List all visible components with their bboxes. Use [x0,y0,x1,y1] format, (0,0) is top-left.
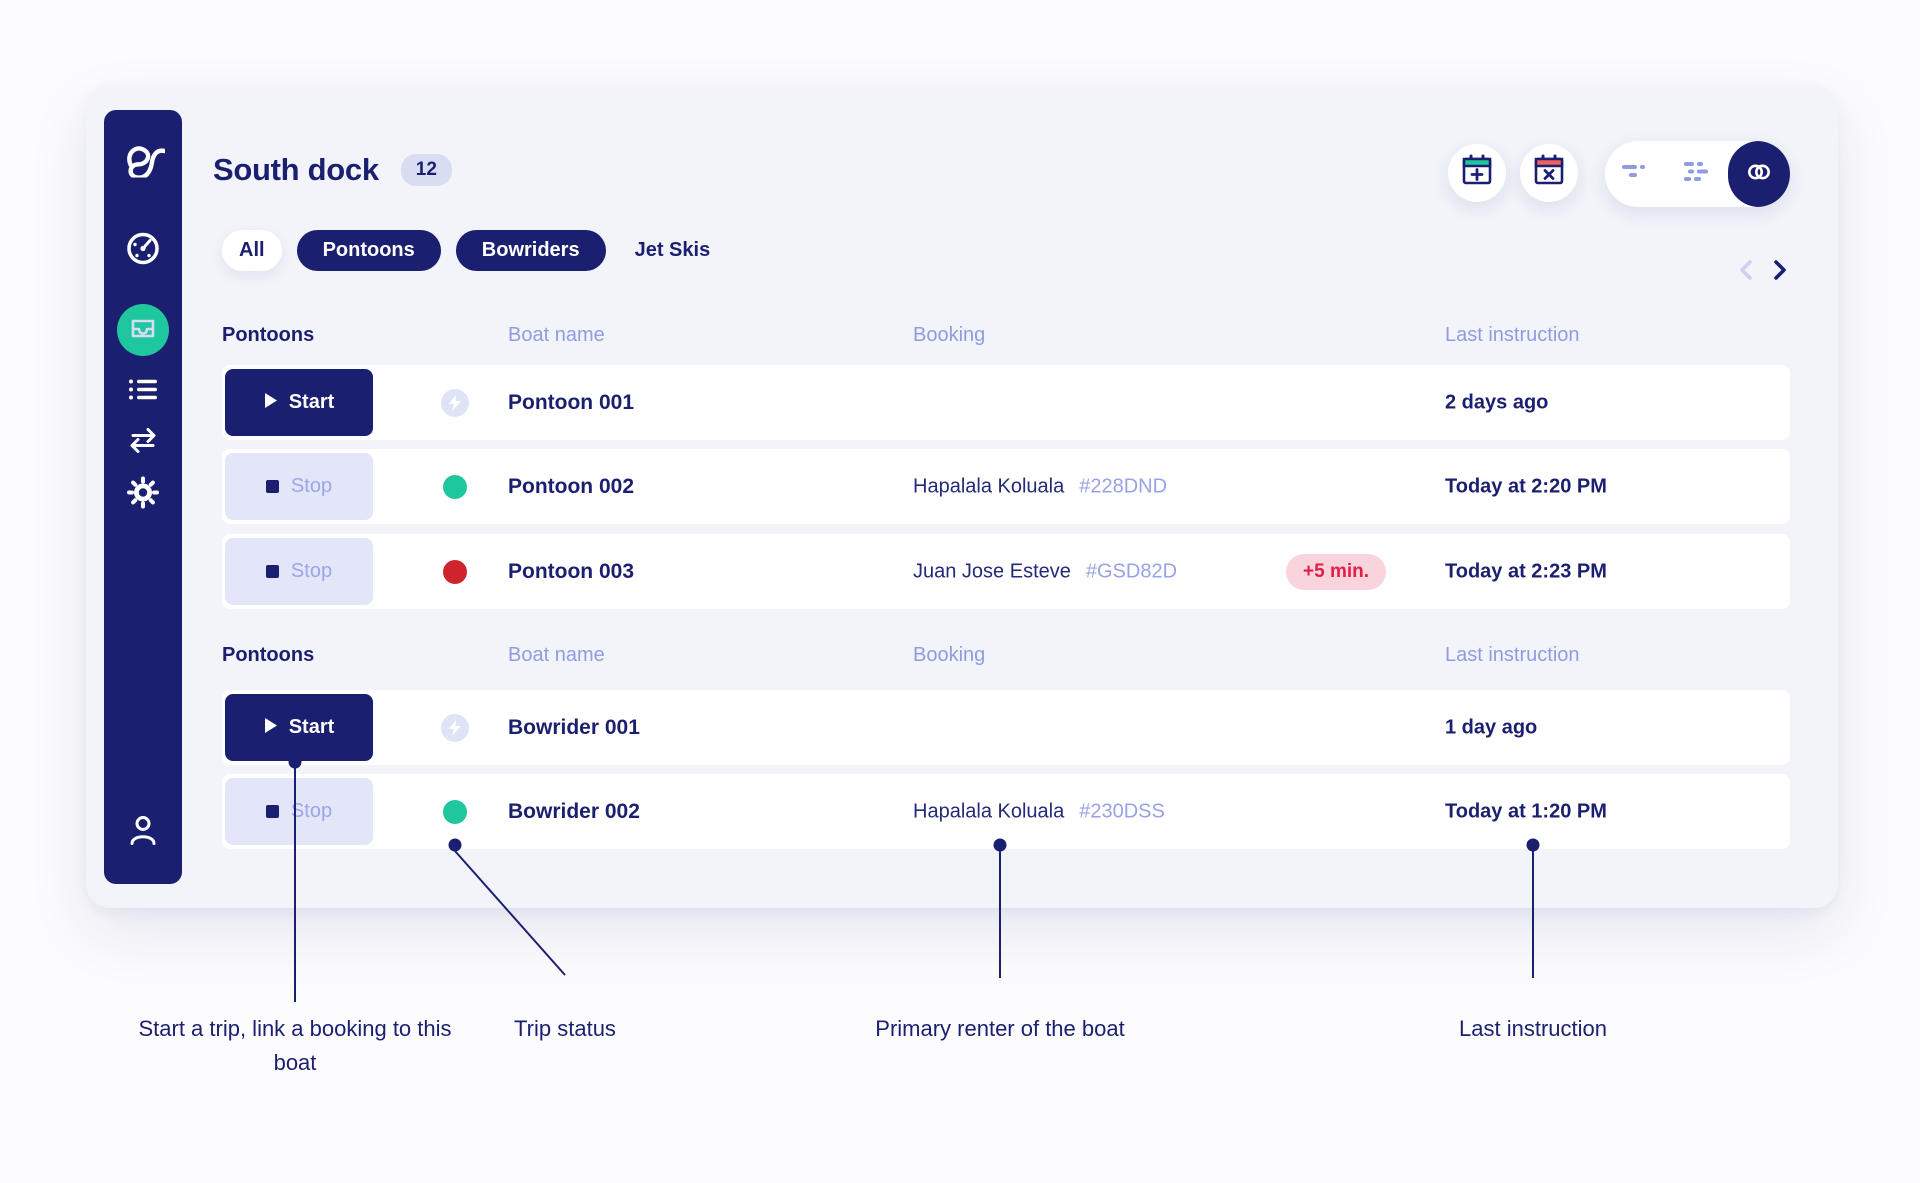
lightning-icon [441,713,469,742]
table-header-section-1: Pontoons Boat name Booking Last instruct… [86,324,1838,350]
app-window: South dock 12 All Pontoons Bowriders Jet… [86,86,1838,908]
boat-count-badge: 12 [400,154,452,186]
view-linked-button[interactable] [1728,141,1790,207]
start-button-label: Start [288,716,335,738]
renter-name: Hapalala Koluala [913,475,1065,497]
page-header: South dock 12 [213,152,452,188]
calendar-cancel-icon [1531,153,1567,194]
sidebar-item-transfers[interactable] [127,427,159,460]
boat-name: Pontoon 001 [508,390,635,414]
brand-logo-icon [121,134,168,183]
column-header-last-instruction: Last instruction [1445,324,1580,346]
swap-arrows-icon [127,427,159,460]
booking-code[interactable]: #228DND [1079,475,1168,497]
trip-alert-dot [443,559,467,584]
annotation-dot [448,838,462,852]
stop-button-label: Stop [290,560,333,582]
sidebar-item-dashboard[interactable] [123,229,163,274]
stop-button[interactable]: Stop [225,538,373,605]
last-instruction: 1 day ago [1445,716,1538,738]
column-header-last-instruction: Last instruction [1445,644,1580,666]
table-row: Stop Bowrider 002 Hapalala Koluala #230D… [222,774,1790,849]
filter-bowriders[interactable]: Bowriders [455,230,606,271]
pager [1736,258,1790,282]
annotation-label-start-trip: Start a trip, link a booking to this boa… [138,1016,452,1075]
booking-code[interactable]: #230DSS [1079,800,1165,822]
column-header-booking: Booking [913,324,986,346]
inbox-icon [128,313,158,348]
brand-logo [121,134,168,183]
annotation-label-last-instruction: Last instruction [1459,1016,1607,1041]
sidebar-item-settings[interactable] [125,475,161,516]
sidebar [104,110,182,884]
trip-active-dot [443,799,467,824]
detailed-rows-icon [1683,161,1712,187]
linked-view-icon [1745,162,1773,187]
calendar-add-button[interactable] [1448,144,1506,202]
calendar-add-icon [1459,153,1495,194]
column-header-boat-name: Boat name [508,324,605,346]
boat-name: Bowrider 002 [508,799,640,823]
table-row: Stop Pontoon 002 Hapalala Koluala #228DN… [222,449,1790,524]
table-row: Stop Pontoon 003 Juan Jose Esteve #GSD82… [222,534,1790,609]
annotation-label-primary-renter: Primary renter of the boat [875,1016,1125,1041]
delay-badge: +5 min. [1286,553,1386,590]
stop-button-label: Stop [290,800,333,822]
annotation-dot [1526,838,1540,852]
last-instruction: Today at 2:23 PM [1445,560,1607,582]
prev-page-icon[interactable] [1736,258,1758,282]
renter-name: Juan Jose Esteve [913,560,1071,582]
renter-name: Hapalala Koluala [913,800,1065,822]
last-instruction: Today at 2:20 PM [1445,475,1607,497]
sidebar-item-profile[interactable] [127,813,159,854]
stop-icon [265,565,279,578]
gear-icon [125,475,161,516]
view-toggle [1605,141,1790,207]
stop-icon [265,480,279,493]
column-header-booking: Booking [913,644,986,666]
last-instruction: 2 days ago [1445,391,1549,413]
annotation-label-trip-status: Trip status [514,1016,616,1041]
start-button[interactable]: Start [225,694,373,761]
column-header-boat-name: Boat name [508,644,605,666]
page-title: South dock [213,152,379,187]
start-button-label: Start [288,391,335,413]
stop-button-label: Stop [290,475,333,497]
stop-icon [265,805,279,818]
collapsed-rows-icon [1621,164,1650,185]
start-button[interactable]: Start [225,369,373,436]
view-collapsed-button[interactable] [1605,141,1667,207]
calendar-cancel-button[interactable] [1520,144,1578,202]
filter-all[interactable]: All [222,230,282,271]
stop-button[interactable]: Stop [225,778,373,845]
trip-active-dot [443,474,467,499]
table-row: Start Pontoon 001 2 days ago [222,365,1790,440]
stop-button[interactable]: Stop [225,453,373,520]
boat-name: Pontoon 002 [508,474,635,498]
last-instruction: Today at 1:20 PM [1445,800,1607,822]
play-icon [264,716,277,739]
lightning-icon [441,388,469,417]
view-detailed-button[interactable] [1667,141,1729,207]
filter-bar: All Pontoons Bowriders Jet Skis [222,230,724,271]
table-header-section-2: Pontoons Boat name Booking Last instruct… [86,644,1838,670]
section-label: Pontoons [222,324,315,346]
sidebar-item-list[interactable] [127,377,159,408]
boat-name: Bowrider 001 [508,715,640,739]
annotation-dot [993,838,1007,852]
filter-pontoons[interactable]: Pontoons [296,230,441,271]
gauge-icon [123,229,163,274]
play-icon [264,391,277,414]
annotation-dot [288,755,302,769]
boat-name: Pontoon 003 [508,559,635,583]
list-icon [127,377,159,408]
sidebar-item-inbox-active[interactable] [117,304,169,356]
booking-code[interactable]: #GSD82D [1085,560,1178,582]
table-row: Start Bowrider 001 1 day ago [222,690,1790,765]
user-icon [127,813,159,854]
next-page-icon[interactable] [1768,258,1790,282]
section-label: Pontoons [222,644,315,666]
filter-jet-skis[interactable]: Jet Skis [634,239,711,261]
